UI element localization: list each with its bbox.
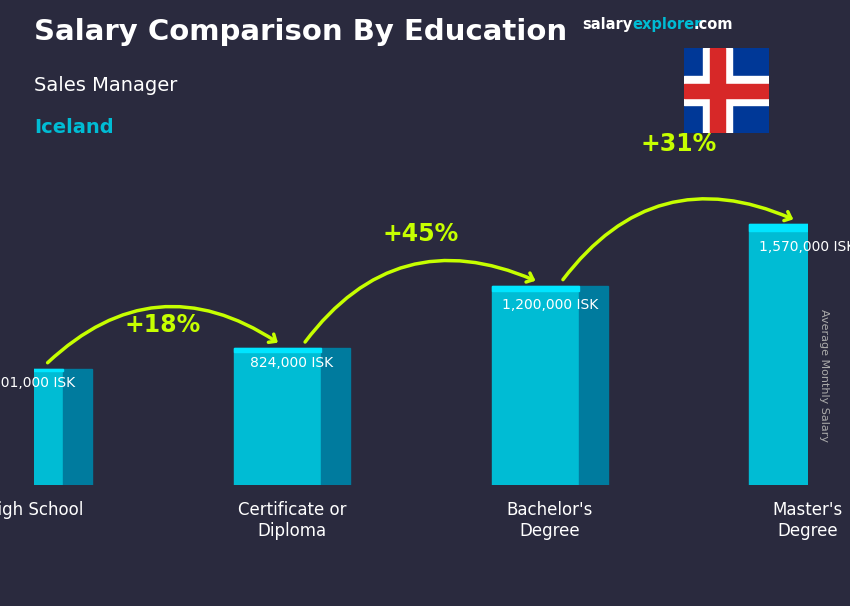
Bar: [750, 224, 836, 231]
Bar: [0, 368, 63, 485]
Text: +45%: +45%: [382, 222, 459, 245]
Bar: [684, 76, 769, 105]
Bar: [684, 84, 769, 98]
Bar: [234, 348, 320, 485]
Text: explorer: explorer: [632, 17, 702, 32]
Text: Sales Manager: Sales Manager: [34, 76, 178, 95]
Bar: [703, 48, 732, 133]
Text: 701,000 ISK: 701,000 ISK: [0, 376, 76, 390]
Text: 1,570,000 ISK: 1,570,000 ISK: [759, 240, 850, 254]
Bar: [234, 348, 320, 351]
Text: Salary Comparison By Education: Salary Comparison By Education: [34, 18, 567, 46]
Bar: [320, 348, 350, 485]
Bar: [491, 286, 579, 291]
Text: +18%: +18%: [125, 313, 201, 337]
Text: Average Monthly Salary: Average Monthly Salary: [819, 309, 829, 442]
Bar: [579, 286, 608, 485]
Text: +31%: +31%: [640, 132, 717, 156]
Bar: [0, 368, 63, 371]
Text: Iceland: Iceland: [34, 118, 114, 137]
Bar: [710, 48, 725, 133]
Bar: [750, 224, 836, 485]
Bar: [491, 286, 579, 485]
Text: salary: salary: [582, 17, 632, 32]
Bar: [836, 224, 850, 485]
Text: .com: .com: [694, 17, 733, 32]
Bar: [63, 368, 92, 485]
Text: 824,000 ISK: 824,000 ISK: [250, 356, 333, 370]
Text: 1,200,000 ISK: 1,200,000 ISK: [502, 298, 598, 311]
